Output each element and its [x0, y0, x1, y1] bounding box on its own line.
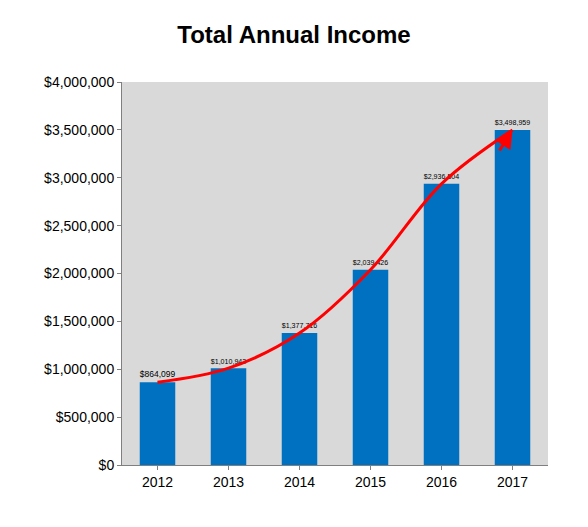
svg-text:2015: 2015 — [355, 474, 386, 490]
svg-text:$1,010,942: $1,010,942 — [211, 358, 246, 366]
svg-text:$2,500,000: $2,500,000 — [44, 218, 114, 234]
svg-text:$1,377,716: $1,377,716 — [282, 322, 317, 330]
svg-text:$2,000,000: $2,000,000 — [44, 265, 114, 281]
svg-text:$3,500,000: $3,500,000 — [44, 122, 114, 138]
svg-text:Total Annual Income: Total Annual Income — [177, 21, 410, 48]
svg-text:$3,000,000: $3,000,000 — [44, 170, 114, 186]
svg-text:2013: 2013 — [213, 474, 244, 490]
svg-text:$4,000,000: $4,000,000 — [44, 74, 114, 90]
svg-text:$864,099: $864,099 — [140, 369, 176, 379]
svg-text:$1,000,000: $1,000,000 — [44, 361, 114, 377]
svg-text:$3,498,959: $3,498,959 — [495, 119, 530, 127]
svg-text:$2,039,426: $2,039,426 — [353, 259, 388, 267]
svg-text:2017: 2017 — [497, 474, 528, 490]
svg-text:$2,936,504: $2,936,504 — [424, 173, 459, 181]
svg-text:$500,000: $500,000 — [56, 409, 115, 425]
svg-text:$0: $0 — [99, 457, 115, 473]
svg-text:2014: 2014 — [284, 474, 315, 490]
svg-text:2016: 2016 — [426, 474, 457, 490]
svg-text:2012: 2012 — [142, 474, 173, 490]
svg-text:$1,500,000: $1,500,000 — [44, 313, 114, 329]
